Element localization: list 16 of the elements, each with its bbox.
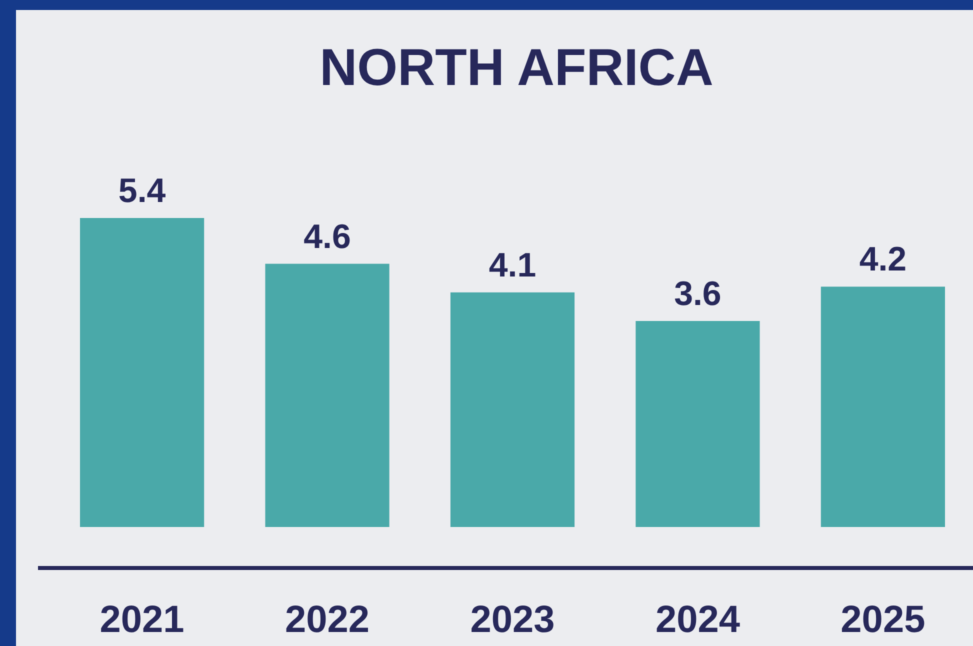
data-label: 4.1 xyxy=(488,246,536,284)
x-tick-label: 2025 xyxy=(840,599,926,641)
data-label: 3.6 xyxy=(674,275,722,313)
bar xyxy=(820,286,945,527)
x-tick-label: 2022 xyxy=(285,599,370,641)
x-tick-label: 2021 xyxy=(100,599,184,641)
x-tick-label: 2024 xyxy=(655,599,740,641)
chart-title: NORTH AFRICA xyxy=(320,39,714,97)
bar xyxy=(636,321,760,527)
bar xyxy=(450,292,575,527)
bar xyxy=(80,218,204,527)
data-label: 5.4 xyxy=(118,172,166,210)
data-label: 4.2 xyxy=(859,240,907,279)
bar xyxy=(265,264,390,527)
data-label: 4.6 xyxy=(304,218,351,256)
x-tick-label: 2023 xyxy=(470,599,555,641)
